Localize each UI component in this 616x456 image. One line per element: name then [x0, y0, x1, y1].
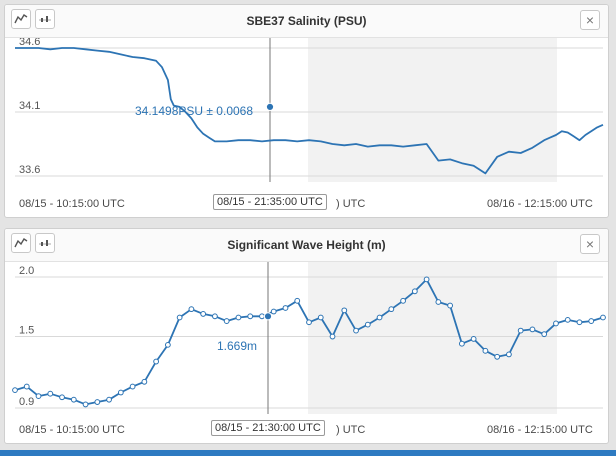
scatter-chart-icon[interactable] [35, 9, 55, 29]
close-icon[interactable]: × [580, 234, 600, 254]
y-tick-label: 1.5 [19, 325, 34, 337]
data-point [23, 383, 30, 390]
data-point [212, 313, 218, 320]
data-point [435, 299, 442, 305]
shaded-region [308, 38, 557, 182]
data-point [400, 297, 406, 304]
salinity-chart[interactable]: 34.6 34.1 33.6 34.1498PSU ± 0.0068 [5, 38, 608, 218]
data-point [200, 311, 207, 317]
x-axis-start-label: 08/15 - 10:15:00 UTC [19, 198, 125, 210]
data-point [447, 302, 454, 309]
cursor-value-label: 34.1498PSU ± 0.0068 [135, 104, 253, 118]
data-point [176, 314, 183, 321]
data-point [117, 389, 124, 396]
line-chart-icon[interactable] [11, 9, 31, 29]
data-point [35, 393, 42, 399]
data-point [223, 318, 230, 324]
data-point [588, 318, 595, 324]
cursor-time-label: 08/15 - 21:35:00 UTC [213, 194, 327, 210]
close-icon[interactable]: × [580, 10, 600, 30]
data-point [341, 307, 348, 314]
y-tick-label: 33.6 [19, 164, 40, 176]
data-point [270, 308, 277, 315]
panel-header: SBE37 Salinity (PSU) × [5, 5, 608, 38]
cursor-marker [263, 312, 273, 321]
data-point [141, 378, 148, 385]
data-point [517, 327, 524, 334]
x-axis-mid-label: ) UTC [336, 424, 366, 436]
salinity-panel: SBE37 Salinity (PSU) × 34.6 34.1 33.6 34.14… [4, 4, 609, 218]
data-point [247, 313, 254, 320]
cursor-marker [265, 102, 275, 111]
data-point [235, 314, 242, 321]
panel-title: Significant Wave Height (m) [227, 238, 386, 252]
panel-header: Significant Wave Height (m) × [5, 229, 608, 262]
y-tick-label: 0.9 [19, 396, 34, 408]
data-point [129, 383, 136, 390]
data-point [70, 396, 77, 403]
data-point [458, 340, 465, 347]
wave-height-chart[interactable]: 2.0 1.5 0.9 1.669m [5, 262, 608, 444]
data-point [294, 297, 301, 304]
series-line [15, 47, 604, 175]
cursor-value-label: 1.669m [217, 339, 257, 353]
x-axis-end-label: 08/16 - 12:15:00 UTC [487, 424, 593, 436]
data-point [411, 288, 418, 295]
data-point [329, 333, 336, 340]
data-point [164, 341, 171, 348]
data-point [576, 319, 583, 326]
data-point [482, 347, 489, 354]
shaded-region [308, 262, 557, 414]
data-point [470, 336, 477, 342]
line-chart-icon[interactable] [11, 233, 31, 253]
data-point [153, 358, 160, 365]
data-point [82, 401, 89, 408]
data-point [106, 396, 112, 403]
data-point [12, 387, 18, 394]
y-tick-label: 34.1 [19, 100, 40, 112]
data-point [364, 321, 371, 328]
data-point [47, 390, 54, 397]
data-point [529, 326, 536, 333]
cursor-time-label: 08/15 - 21:30:00 UTC [211, 420, 325, 436]
y-tick-label: 2.0 [19, 265, 34, 277]
data-point [553, 320, 559, 327]
data-point [494, 353, 501, 360]
scatter-chart-icon[interactable] [35, 233, 55, 253]
y-tick-label: 34.6 [19, 38, 40, 48]
data-point [388, 306, 395, 313]
data-point [376, 314, 383, 321]
data-point [317, 314, 324, 321]
data-point [564, 316, 571, 323]
data-point [188, 306, 195, 313]
data-point [600, 314, 606, 321]
panel-title: SBE37 Salinity (PSU) [246, 14, 367, 28]
data-point [59, 394, 65, 401]
data-point [353, 327, 359, 334]
data-point [541, 331, 548, 338]
data-point [259, 313, 265, 320]
wave-height-panel: Significant Wave Height (m) × 2.0 1.5 0.9 1… [4, 228, 609, 444]
bottom-bar [0, 450, 616, 456]
data-point [306, 319, 312, 326]
data-point [94, 399, 101, 405]
x-axis-end-label: 08/16 - 12:15:00 UTC [487, 198, 593, 210]
data-point [282, 305, 289, 311]
data-point [423, 276, 430, 283]
data-point [506, 351, 512, 358]
x-axis-mid-label: ) UTC [336, 198, 366, 210]
x-axis-start-label: 08/15 - 10:15:00 UTC [19, 424, 125, 436]
